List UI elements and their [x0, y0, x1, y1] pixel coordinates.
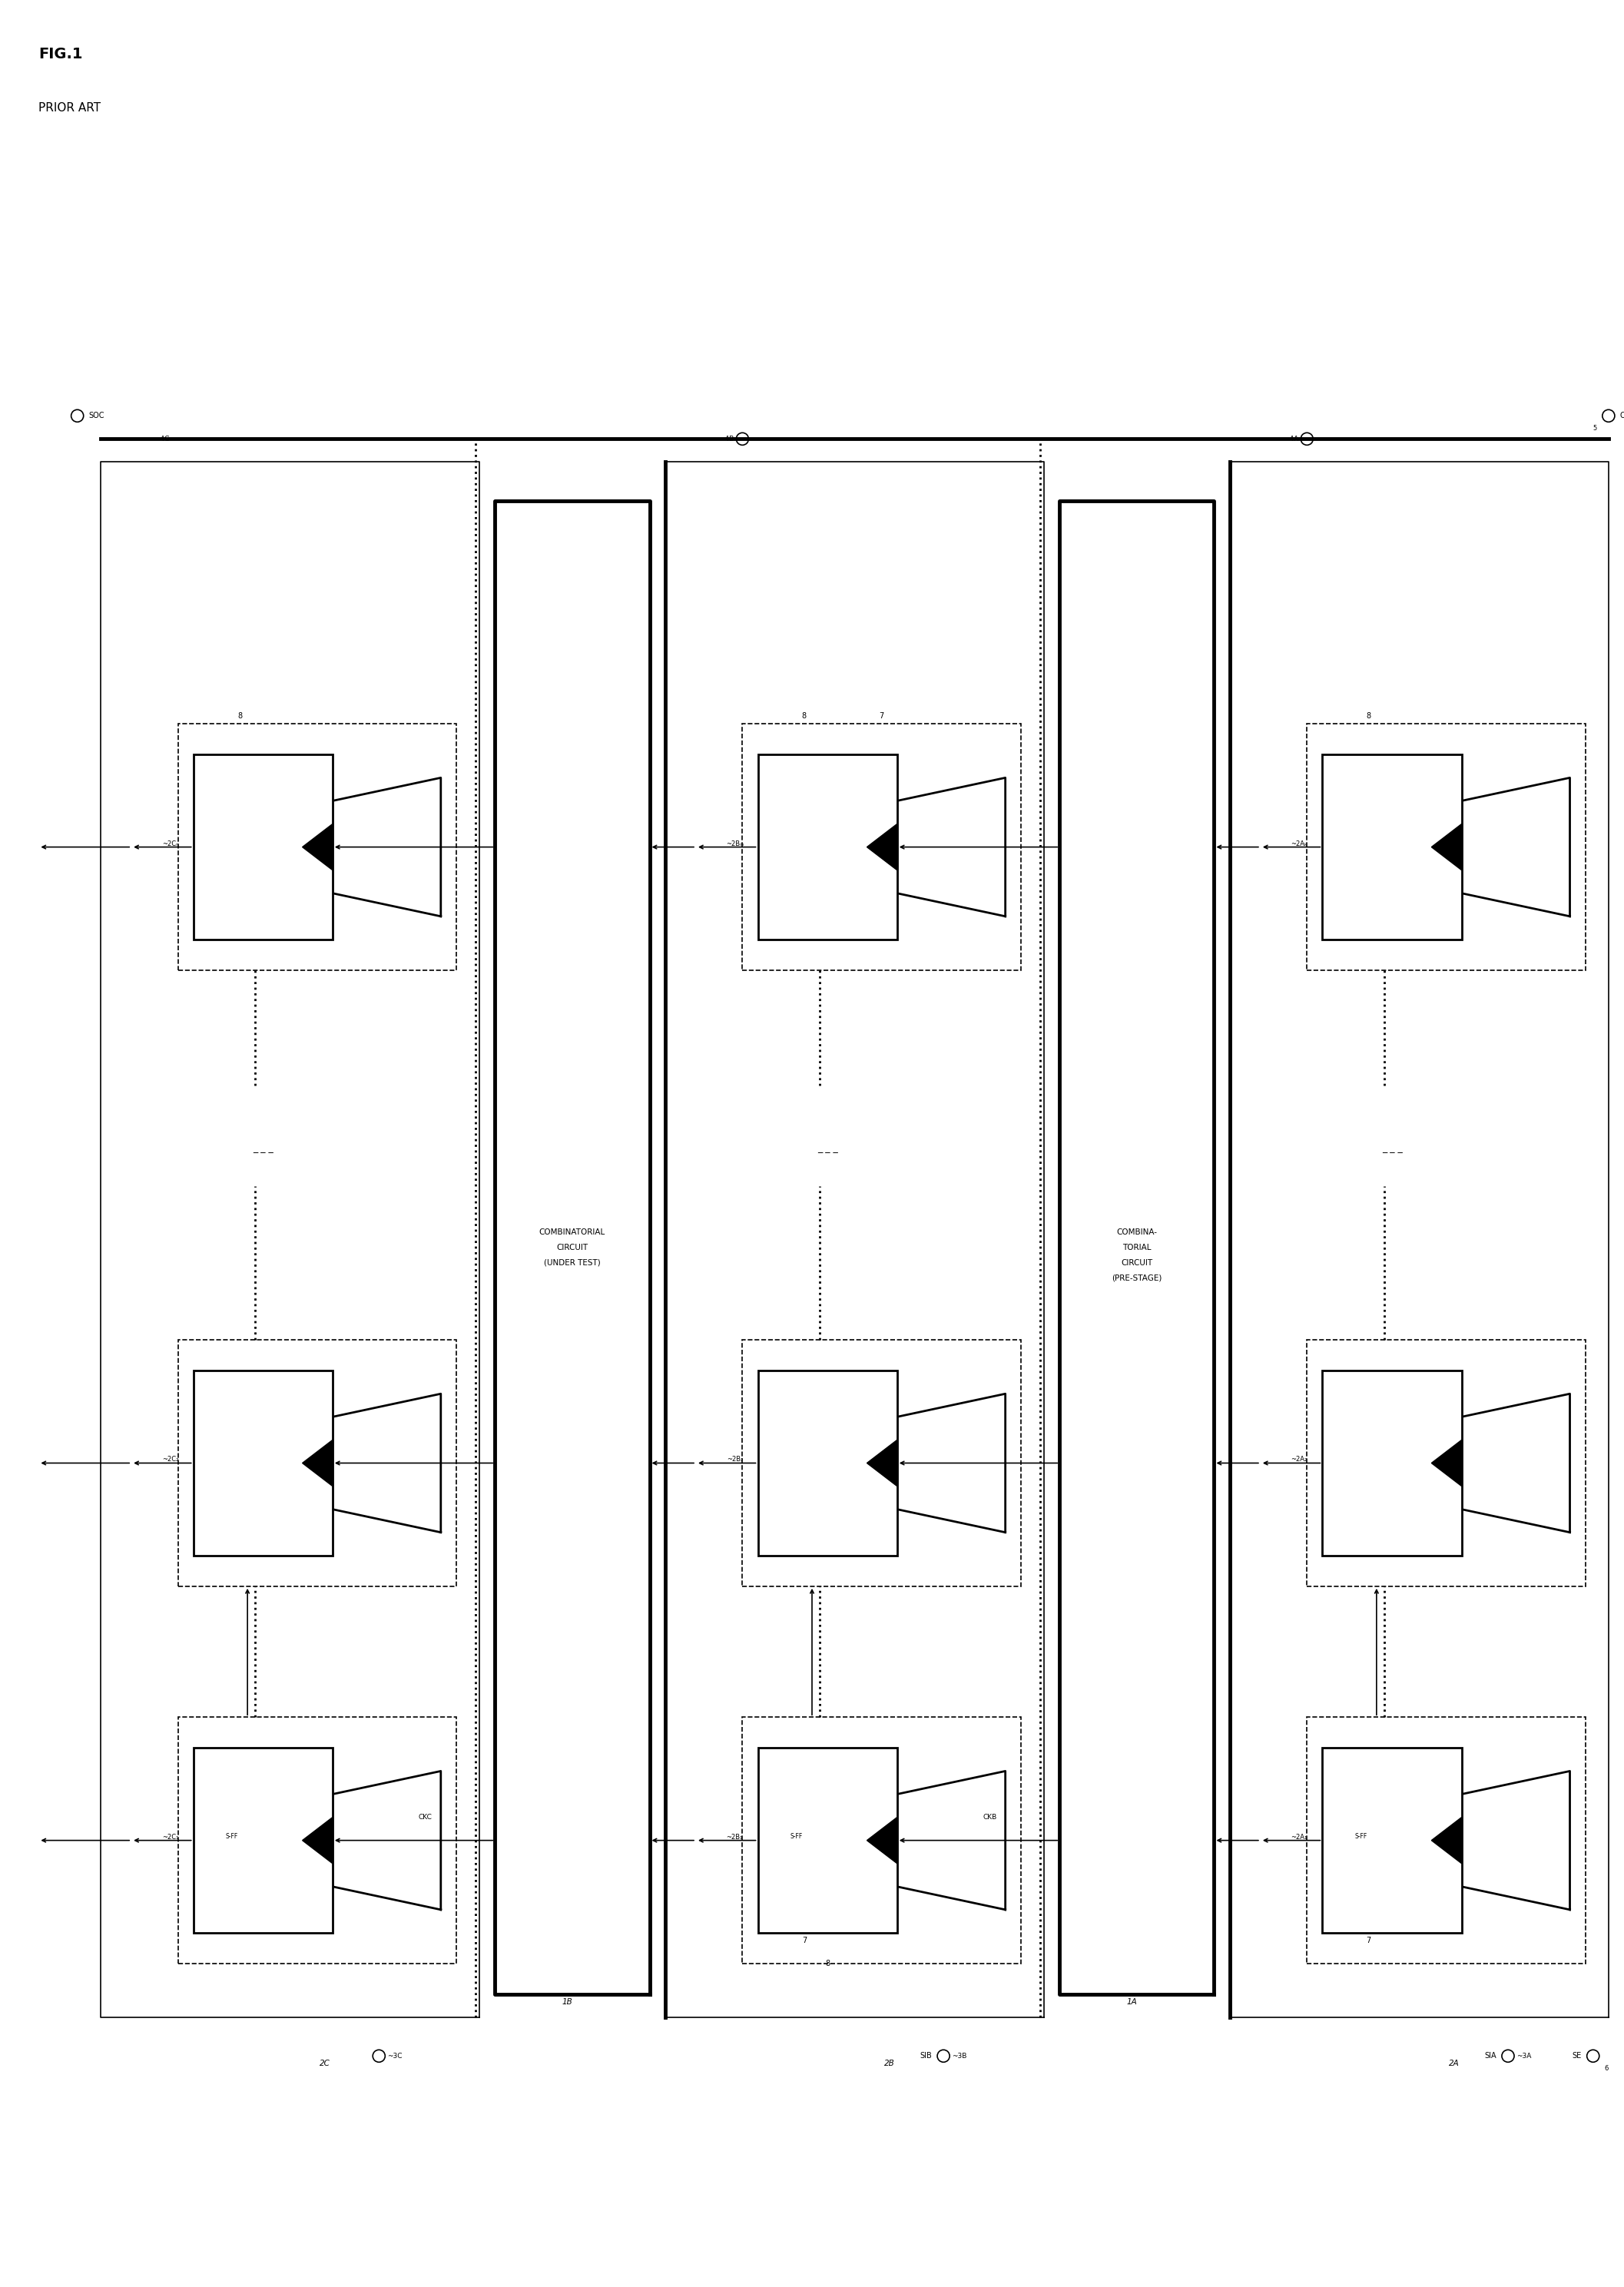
Polygon shape — [302, 1441, 333, 1487]
Text: ~4C: ~4C — [154, 435, 169, 441]
Text: 8: 8 — [237, 711, 242, 720]
Text: SIB: SIB — [919, 2051, 932, 2061]
Text: ~2Bₘ: ~2Bₘ — [726, 839, 744, 846]
Text: CIRCUIT: CIRCUIT — [557, 1244, 588, 1251]
Text: ~3B: ~3B — [952, 2051, 966, 2061]
Text: 1B: 1B — [562, 1999, 572, 2006]
Text: ~2A₁: ~2A₁ — [1291, 1834, 1307, 1841]
Text: ~4B: ~4B — [719, 435, 734, 441]
Polygon shape — [867, 1818, 896, 1864]
Text: 7: 7 — [802, 1937, 807, 1944]
Text: (UNDER TEST): (UNDER TEST) — [544, 1260, 601, 1267]
Text: CKB: CKB — [983, 1814, 997, 1820]
Bar — [193, 1747, 333, 1933]
Text: (PRE-STAGE): (PRE-STAGE) — [1112, 1274, 1161, 1283]
Text: 2C: 2C — [320, 2061, 330, 2067]
Polygon shape — [302, 823, 333, 869]
Bar — [742, 1340, 1021, 1587]
Text: 6: 6 — [1605, 2065, 1609, 2072]
Text: ~2Cₙ: ~2Cₙ — [162, 839, 179, 846]
Text: ~4A: ~4A — [1283, 435, 1299, 441]
Text: TORIAL: TORIAL — [1122, 1244, 1151, 1251]
Text: CLK: CLK — [1621, 412, 1624, 419]
Bar — [742, 723, 1021, 970]
Text: 2A: 2A — [1449, 2061, 1458, 2067]
Bar — [742, 1718, 1021, 1965]
Text: COMBINATORIAL: COMBINATORIAL — [539, 1228, 606, 1235]
Text: ~3A: ~3A — [1517, 2051, 1531, 2061]
Bar — [179, 1718, 456, 1965]
Text: ~2C₂: ~2C₂ — [162, 1457, 179, 1464]
Text: 8: 8 — [825, 1960, 830, 1967]
Polygon shape — [867, 823, 896, 869]
Text: ~2A₂: ~2A₂ — [1291, 1457, 1307, 1464]
Text: CKC: CKC — [419, 1814, 432, 1820]
Polygon shape — [867, 1441, 896, 1487]
Text: CIRCUIT: CIRCUIT — [1121, 1260, 1153, 1267]
Text: ~2B₁: ~2B₁ — [726, 1834, 742, 1841]
Bar — [758, 755, 896, 940]
Bar — [1322, 1370, 1462, 1555]
Bar — [1307, 1340, 1585, 1587]
Text: 1A: 1A — [1125, 1999, 1137, 2006]
Polygon shape — [302, 1818, 333, 1864]
Text: 2B: 2B — [883, 2061, 895, 2067]
Text: S-FF: S-FF — [1354, 1834, 1367, 1841]
Text: ~2C₁: ~2C₁ — [162, 1834, 179, 1841]
Text: SOC: SOC — [89, 412, 104, 419]
Bar — [179, 1340, 456, 1587]
Text: _ _ _: _ _ _ — [253, 1144, 273, 1153]
Text: SIA: SIA — [1484, 2051, 1496, 2061]
Bar — [1307, 1718, 1585, 1965]
Bar — [1322, 755, 1462, 940]
Text: 8: 8 — [1366, 711, 1371, 720]
Text: COMBINA-: COMBINA- — [1116, 1228, 1158, 1235]
Bar — [1322, 1747, 1462, 1933]
Text: S-FF: S-FF — [791, 1834, 802, 1841]
Bar — [193, 755, 333, 940]
Polygon shape — [1431, 1818, 1462, 1864]
Bar — [758, 1747, 896, 1933]
Text: FIG.1: FIG.1 — [39, 46, 83, 62]
Text: ~2Aₖ: ~2Aₖ — [1291, 839, 1307, 846]
Text: ~2B₂: ~2B₂ — [726, 1457, 742, 1464]
Text: 7: 7 — [1366, 1937, 1371, 1944]
Bar — [758, 1370, 896, 1555]
Text: _ _ _: _ _ _ — [817, 1144, 838, 1153]
Bar — [179, 723, 456, 970]
Text: _ _ _: _ _ _ — [1382, 1144, 1402, 1153]
Polygon shape — [1431, 1441, 1462, 1487]
Text: 7: 7 — [879, 711, 883, 720]
Polygon shape — [1431, 823, 1462, 869]
Text: 8: 8 — [802, 711, 807, 720]
Bar — [1307, 723, 1585, 970]
Text: 5: 5 — [1593, 425, 1596, 432]
Text: S-FF: S-FF — [226, 1834, 239, 1841]
Text: ~3C: ~3C — [387, 2051, 403, 2061]
Bar — [193, 1370, 333, 1555]
Text: SE: SE — [1572, 2051, 1582, 2061]
Text: PRIOR ART: PRIOR ART — [39, 103, 101, 114]
